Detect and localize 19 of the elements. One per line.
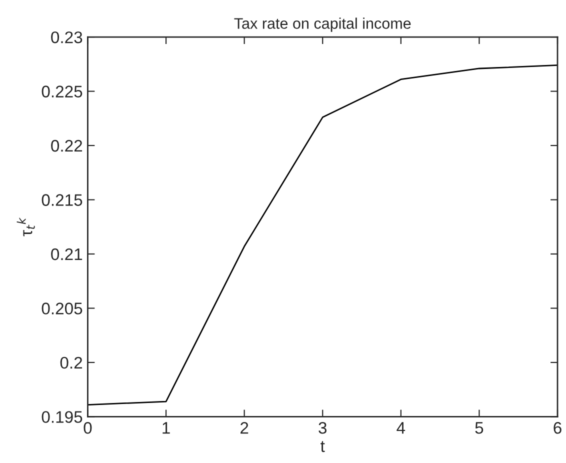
x-axis-title: t: [320, 441, 325, 452]
x-tick-label: 5: [475, 422, 484, 434]
y-tick-label: 0.195: [42, 411, 82, 423]
x-tick-label: 0: [84, 422, 92, 434]
line-series: [88, 64, 558, 406]
x-tick-label: 6: [554, 422, 562, 434]
chart-title: Tax rate on capital income: [234, 18, 411, 32]
y-axis-title: τ$_{t}$$^{k}$: [16, 217, 35, 236]
y-tick-label: 0.205: [42, 302, 82, 314]
y-tick-label: 0.22: [51, 140, 82, 152]
y-tick-label: 0.2: [60, 356, 82, 369]
x-tick-label: 1: [162, 422, 170, 434]
x-tick-label: 2: [240, 422, 248, 434]
y-tick-label: 0.225: [42, 86, 82, 98]
x-tick-label: 3: [318, 422, 327, 434]
y-tick-label: 0.21: [51, 248, 82, 260]
y-tick-label: 0.23: [51, 31, 82, 44]
y-tick-label: 0.215: [42, 194, 82, 206]
x-tick-label: 4: [396, 422, 406, 434]
